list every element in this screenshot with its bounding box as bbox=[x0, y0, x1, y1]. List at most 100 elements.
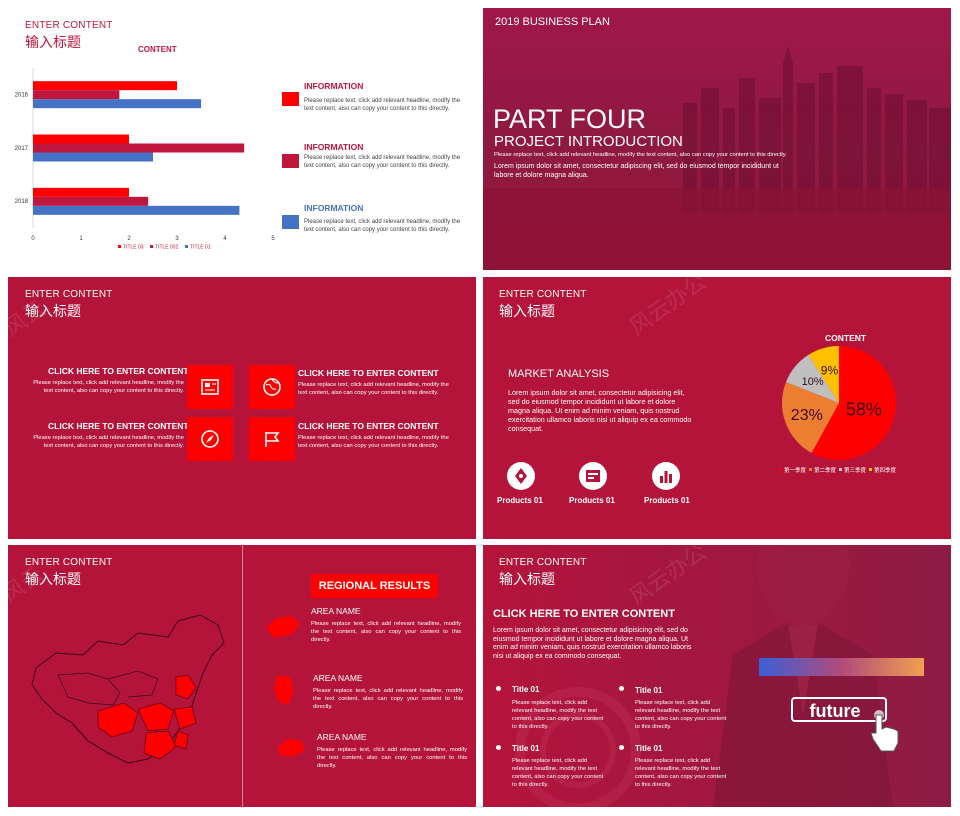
future-body: Lorem ipsum dolor sit amet, consectetur … bbox=[493, 627, 692, 660]
region-shape-3 bbox=[278, 739, 304, 757]
bar-chart: 2016 2017 2018 0 1 2 3 4 5 TITLE 03 TITLE 002 TITLE… bbox=[15, 68, 275, 251]
chart-title: CONTENT bbox=[138, 45, 177, 54]
newspaper-icon bbox=[201, 379, 219, 395]
info-text-1: Please replace text, click add relevant … bbox=[304, 98, 461, 112]
tile-flag[interactable] bbox=[249, 417, 295, 461]
browser-icon bbox=[586, 470, 600, 482]
category-label: 2016 bbox=[15, 92, 29, 98]
bar bbox=[33, 81, 177, 91]
item-text-3: Please replace text, click add relevant … bbox=[33, 435, 184, 449]
legend-swatch bbox=[185, 245, 188, 248]
legend-label: 第三季度 bbox=[844, 466, 867, 473]
area-text-1: Please replace text, click add relevant … bbox=[311, 621, 461, 643]
globe-icon bbox=[263, 378, 281, 396]
info-title-1: INFORMATION bbox=[304, 81, 364, 91]
slide-market-analysis: ENTER CONTENT 输入标题 风云办公 MARKET ANALYSIS … bbox=[483, 277, 951, 539]
pie-value-label: 10% bbox=[802, 376, 824, 388]
bar bbox=[33, 152, 153, 162]
item-title-1: CLICK HERE TO ENTER CONTENT bbox=[48, 366, 189, 376]
x-tick-label: 3 bbox=[175, 236, 179, 242]
bar bbox=[33, 196, 149, 206]
slide-icon-grid: ENTER CONTENT 输入标题 风云 CLICK HERE TO ENTE… bbox=[8, 277, 476, 539]
bullet-1 bbox=[496, 686, 501, 691]
x-tick-label: 0 bbox=[31, 236, 35, 242]
watermark: 风云办公 bbox=[624, 277, 712, 340]
product-3-badge[interactable] bbox=[652, 462, 680, 490]
legend-swatch bbox=[779, 468, 782, 471]
bar bbox=[33, 99, 201, 109]
header-cn: 输入标题 bbox=[25, 34, 81, 50]
area-name-2: AREA NAME bbox=[313, 673, 363, 683]
legend-swatch bbox=[118, 245, 121, 248]
title-2: Title 01 bbox=[635, 686, 663, 695]
tile-globe[interactable] bbox=[249, 365, 295, 409]
bullet-3 bbox=[496, 745, 501, 750]
hand-pointer-icon bbox=[870, 710, 899, 752]
bar bbox=[33, 90, 120, 100]
x-tick-label: 2 bbox=[127, 236, 131, 242]
product-2-badge[interactable] bbox=[579, 462, 607, 490]
future-button[interactable]: future bbox=[791, 697, 887, 722]
part-title: PART FOUR bbox=[493, 104, 647, 134]
header-en: ENTER CONTENT bbox=[499, 289, 587, 300]
divider bbox=[242, 545, 243, 807]
legend-label: 第四季度 bbox=[874, 466, 897, 473]
title-text-2: Please replace text, click add relevant … bbox=[635, 700, 727, 730]
tile-compass[interactable] bbox=[187, 417, 233, 461]
bullet-2 bbox=[619, 686, 624, 691]
regional-badge: REGIONAL RESULTS bbox=[311, 574, 438, 598]
bar-chart-icon bbox=[660, 471, 672, 483]
x-tick-label: 5 bbox=[271, 236, 275, 242]
legend-label: TITLE 03 bbox=[123, 245, 144, 251]
bar bbox=[33, 134, 129, 144]
part-line2: Lorem ipsum dolor sit amet, consectetur … bbox=[494, 163, 779, 179]
title-text-1: Please replace text, click add relevant … bbox=[512, 700, 604, 730]
title-4: Title 01 bbox=[635, 744, 663, 753]
slide-part-four: 2019 BUSINESS PLAN PART FOUR PROJECT INT… bbox=[483, 8, 951, 270]
pie-slice bbox=[811, 346, 896, 460]
bar bbox=[33, 143, 245, 153]
bar bbox=[33, 187, 129, 197]
pie-value-label: 23% bbox=[791, 407, 823, 424]
pie-title: CONTENT bbox=[825, 333, 867, 343]
legend-swatch bbox=[150, 245, 153, 248]
item-title-4: CLICK HERE TO ENTER CONTENT bbox=[298, 421, 439, 431]
pie-value-label: 58% bbox=[846, 400, 882, 420]
region-shape-2 bbox=[274, 675, 294, 705]
pie-chart: 58% 23% 10%9% 第一季度 第二季度 第三季度 第四季度 bbox=[779, 346, 897, 473]
plan-label: 2019 BUSINESS PLAN bbox=[495, 16, 610, 28]
product-1-badge[interactable] bbox=[507, 462, 535, 490]
legend-label: 第一季度 bbox=[784, 466, 807, 473]
bullet-4 bbox=[619, 745, 624, 750]
slide-bar-chart: ENTER CONTENT 输入标题 CONTENT 2016 2017 2018 0… bbox=[8, 8, 476, 270]
legend-label: TITLE 01 bbox=[190, 245, 211, 251]
x-tick-label: 1 bbox=[79, 236, 83, 242]
slide-regional: ENTER CONTENT 输入标题 风云 REGIONAL RESULTS A… bbox=[8, 545, 476, 807]
tile-newspaper[interactable] bbox=[187, 365, 233, 409]
info-title-3: INFORMATION bbox=[304, 203, 364, 213]
item-title-3: CLICK HERE TO ENTER CONTENT bbox=[48, 421, 189, 431]
product-label-3: Products 01 bbox=[644, 496, 690, 505]
legend-swatch bbox=[809, 468, 812, 471]
title-text-4: Please replace text, click add relevant … bbox=[635, 758, 727, 788]
header-cn: 输入标题 bbox=[499, 571, 555, 587]
product-label-1: Products 01 bbox=[497, 496, 543, 505]
info-square-3 bbox=[282, 215, 299, 229]
bar bbox=[33, 205, 240, 215]
item-text-2: Please replace text, click add relevant … bbox=[298, 382, 449, 396]
title-text-3: Please replace text, click add relevant … bbox=[512, 758, 604, 788]
future-heading: CLICK HERE TO ENTER CONTENT bbox=[493, 608, 675, 620]
title-1: Title 01 bbox=[512, 685, 540, 694]
info-square-2 bbox=[282, 154, 299, 168]
area-name-1: AREA NAME bbox=[311, 606, 361, 616]
header-cn: 输入标题 bbox=[499, 303, 555, 319]
legend-swatch bbox=[839, 468, 842, 471]
pie-slice bbox=[786, 354, 839, 403]
region-shape-1 bbox=[266, 616, 300, 638]
category-label: 2018 bbox=[15, 199, 29, 205]
header-en: ENTER CONTENT bbox=[25, 20, 113, 31]
header-cn: 输入标题 bbox=[25, 303, 81, 319]
item-title-2: CLICK HERE TO ENTER CONTENT bbox=[298, 368, 439, 378]
header-en: ENTER CONTENT bbox=[25, 289, 113, 300]
china-map bbox=[31, 614, 225, 764]
